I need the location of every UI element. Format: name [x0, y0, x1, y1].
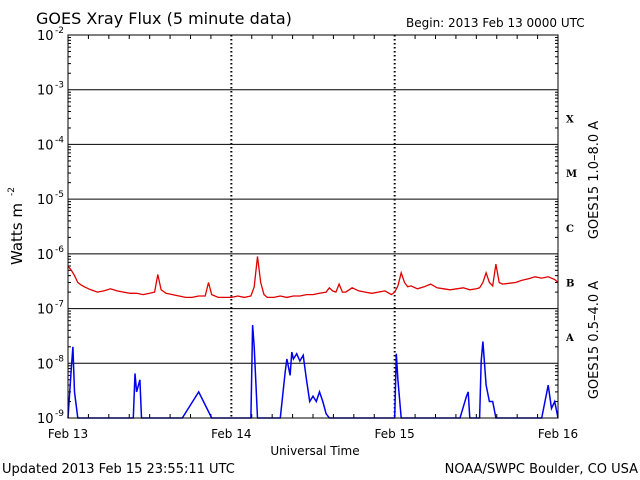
flare-class-labels: X M C B A: [565, 114, 577, 344]
x-tick-label-1: Feb 14: [211, 427, 251, 441]
y-axis-label: Watts m -2: [7, 187, 26, 265]
flare-class-M: M: [566, 169, 577, 180]
flare-class-C: C: [566, 224, 574, 235]
y-tick-label-0: 10: [37, 29, 54, 44]
y-tick-label-5: 10: [37, 303, 54, 318]
legend-blue-label: GOES15 0.5–4.0 A: [587, 281, 602, 399]
legend-blue: GOES15 0.5–4.0 A: [587, 281, 602, 399]
y-tick-exponent-3: -5: [55, 190, 64, 200]
y-tick-label-4: 10: [37, 248, 54, 263]
y-axis-label-exponent: -2: [7, 187, 17, 196]
y-tick-label-7: 10: [37, 412, 54, 427]
legend-red-label: GOES15 1.0–8.0 A: [587, 121, 602, 239]
chart-title: GOES Xray Flux (5 minute data): [36, 9, 292, 28]
x-axis-label: Universal Time: [270, 444, 359, 458]
series-lines: [67, 256, 559, 419]
y-tick-label-6: 10: [37, 357, 54, 372]
x-tick-label-2: Feb 15: [374, 427, 414, 441]
flare-class-X: X: [566, 114, 574, 125]
updated-timestamp: Updated 2013 Feb 15 23:55:11 UTC: [2, 462, 235, 477]
begin-label: Begin: 2013 Feb 13 0000 UTC: [406, 16, 585, 30]
legend-red: GOES15 1.0–8.0 A: [587, 121, 602, 239]
y-tick-exponent-4: -6: [55, 245, 64, 255]
credit-text: NOAA/SWPC Boulder, CO USA: [445, 462, 638, 477]
x-tick-label-0: Feb 13: [48, 427, 88, 441]
x-tick-label-3: Feb 16: [538, 427, 578, 441]
y-tick-exponent-1: -3: [55, 81, 64, 91]
y-tick-exponent-0: -2: [55, 26, 64, 36]
plot-frame: [67, 34, 559, 419]
y-tick-label-1: 10: [37, 84, 54, 99]
series-line-0: [67, 256, 559, 299]
x-axis-ticks: Feb 13 Feb 14 Feb 15 Feb 16: [48, 35, 578, 441]
y-axis-ticks: 10-210-310-410-510-610-710-810-9: [37, 26, 558, 427]
y-tick-exponent-7: -9: [55, 409, 64, 419]
y-tick-exponent-5: -7: [55, 300, 64, 310]
y-tick-exponent-6: -8: [55, 354, 64, 364]
y-tick-label-3: 10: [37, 193, 54, 208]
grid-lines: [68, 89, 558, 364]
flare-class-A: A: [565, 333, 574, 344]
series-line-1: [67, 324, 559, 419]
y-tick-exponent-2: -4: [55, 135, 64, 145]
day-divider-lines: [230, 35, 396, 418]
flare-class-B: B: [566, 278, 574, 289]
y-axis-label-text: Watts m: [8, 203, 26, 265]
y-tick-label-2: 10: [37, 138, 54, 153]
